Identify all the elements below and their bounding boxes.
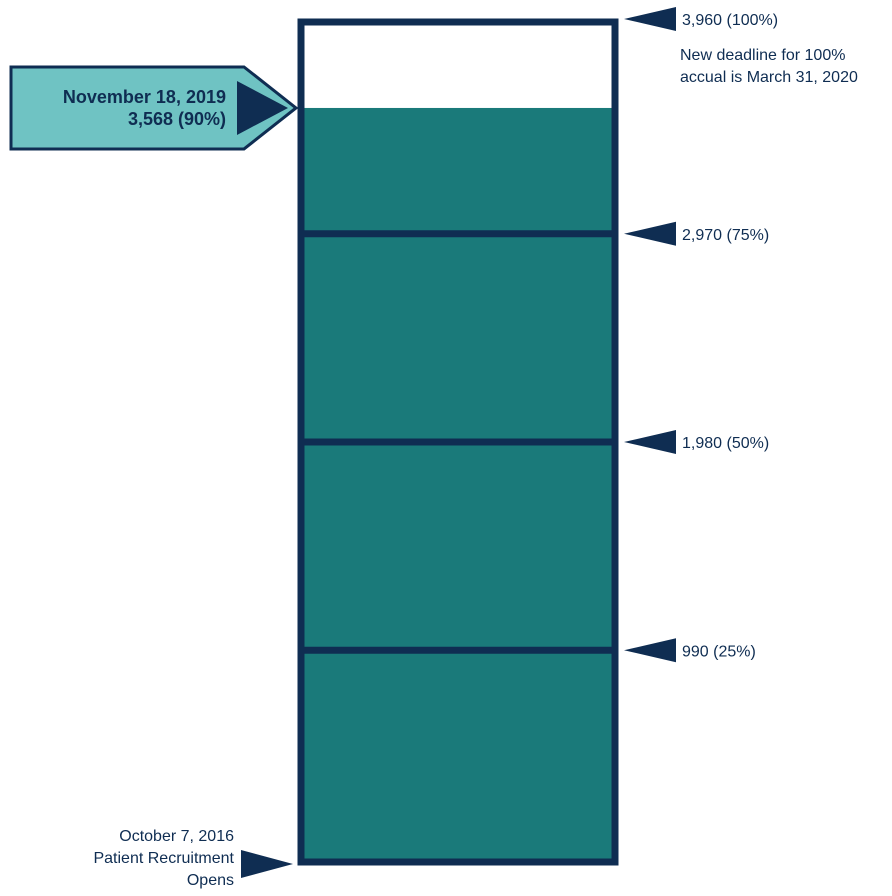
milestone-pointer-2 — [624, 430, 676, 454]
start-label-line-0: October 7, 2016 — [119, 828, 234, 845]
deadline-note-line-1: accual is March 31, 2020 — [680, 69, 858, 86]
milestone-label-1: 2,970 (75%) — [682, 227, 769, 244]
start-pointer — [241, 850, 293, 878]
current-date-label: November 18, 2019 — [63, 87, 226, 107]
current-callout-box — [9, 65, 299, 151]
start-label-line-2: Opens — [187, 872, 234, 889]
deadline-note-line-0: New deadline for 100% — [680, 47, 845, 64]
milestone-pointer-0 — [624, 7, 676, 31]
milestone-pointer-1 — [624, 221, 676, 246]
milestone-pointer-3 — [624, 638, 676, 663]
current-callout-arrow — [237, 80, 288, 135]
milestone-label-2: 1,980 (50%) — [682, 435, 769, 452]
current-value-label: 3,568 (90%) — [128, 109, 226, 129]
tube-frame — [297, 18, 619, 866]
progress-fill — [301, 107, 615, 859]
milestone-label-0: 3,960 (100%) — [682, 12, 778, 29]
milestone-label-3: 990 (25%) — [682, 643, 756, 660]
start-label-line-1: Patient Recruitment — [93, 850, 234, 867]
